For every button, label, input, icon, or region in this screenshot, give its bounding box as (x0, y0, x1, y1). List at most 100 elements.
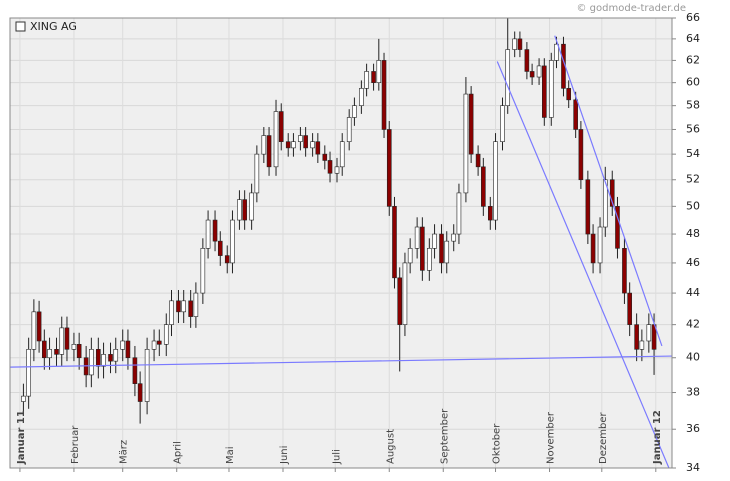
legend-box (15, 21, 26, 32)
candle-body (566, 88, 571, 101)
x-tick-label: Januar 11 (16, 410, 27, 465)
candle-body (397, 277, 403, 325)
candle-body (529, 71, 535, 78)
candle-body (381, 60, 387, 130)
candle-body (573, 99, 578, 130)
x-tick-label: März (119, 440, 130, 464)
candle-body (364, 71, 369, 89)
candle-body (26, 349, 31, 397)
candle-body (451, 233, 457, 242)
y-tick-label: 34 (686, 461, 700, 474)
y-tick-label: 62 (686, 53, 700, 66)
x-tick-label: Januar 12 (652, 410, 663, 465)
candle-body (59, 327, 65, 355)
y-tick-label: 46 (686, 256, 700, 269)
trend-line (496, 61, 670, 468)
y-tick-label: 66 (686, 11, 700, 24)
candle-body (249, 192, 254, 221)
x-tick-label: Dezember (598, 412, 609, 464)
candle-body (432, 233, 437, 249)
candle-body (151, 340, 157, 350)
x-tick-label: April (173, 441, 184, 464)
candle-body (42, 340, 47, 359)
candle-body (224, 255, 230, 264)
trend-line (10, 355, 672, 368)
y-tick-label: 60 (686, 76, 700, 89)
candle-body (181, 300, 186, 313)
candle-body (444, 240, 450, 264)
candle-body (36, 311, 42, 342)
candle-body (273, 111, 279, 168)
candle-body (402, 262, 408, 325)
plot-area (10, 18, 672, 468)
candle-body (96, 349, 101, 367)
y-tick-label: 56 (686, 122, 700, 135)
candle-body (261, 135, 267, 155)
candle-body (463, 93, 469, 194)
candle-body (386, 129, 392, 207)
y-tick-label: 48 (686, 227, 700, 240)
trend-line (554, 35, 663, 347)
candle-body (120, 340, 126, 350)
candle-body (627, 292, 632, 325)
candle-body (315, 141, 321, 155)
x-tick-label: Oktober (492, 423, 503, 464)
candle-body (554, 43, 559, 61)
candle-body (237, 199, 242, 221)
candle-body (597, 226, 603, 264)
y-tick-label: 54 (686, 147, 700, 160)
candle-body (163, 324, 169, 345)
candle-body (89, 349, 94, 376)
candle-body (217, 240, 223, 256)
y-tick-label: 50 (686, 199, 700, 212)
candle-body (71, 344, 77, 350)
x-tick-label: August (385, 429, 396, 464)
candle-body (481, 166, 486, 207)
candle-body (542, 65, 547, 118)
candle-body (634, 324, 639, 350)
candle-body (517, 38, 523, 50)
candle-body (108, 354, 113, 362)
candle-body (427, 248, 432, 271)
candle-body (590, 233, 596, 264)
x-tick-label: September (439, 408, 450, 464)
candle-body (339, 141, 345, 168)
candle-body (310, 141, 315, 149)
y-tick-label: 64 (686, 32, 700, 45)
candle-body (334, 166, 340, 174)
x-tick-label: Juli (331, 449, 342, 465)
candle-body (322, 153, 328, 161)
x-tick-label: November (546, 411, 557, 464)
candle-body (137, 383, 143, 402)
y-tick-label: 44 (686, 286, 700, 299)
candle-body (200, 248, 206, 294)
candle-body (456, 192, 462, 235)
x-tick-label: Mai (225, 446, 236, 464)
candle-body (536, 65, 542, 78)
x-tick-label: Juni (279, 446, 290, 465)
candle-body (346, 117, 352, 142)
x-tick-label: Februar (70, 425, 81, 464)
candle-body (439, 233, 444, 264)
candle-body (487, 206, 493, 221)
candle-body (303, 135, 308, 149)
candle-body (230, 219, 235, 264)
candle-body (359, 88, 364, 106)
y-tick-label: 38 (686, 386, 700, 399)
candle-body (352, 105, 357, 118)
candle-body (609, 179, 615, 207)
candle-body (176, 300, 181, 313)
candle-body (524, 49, 530, 72)
marks (10, 18, 672, 468)
candle-body (188, 300, 193, 317)
chart-title: XING AG (30, 20, 77, 33)
candle-body (475, 153, 481, 168)
y-tick-label: 58 (686, 99, 700, 112)
candle-body (407, 248, 413, 264)
candle-body (298, 135, 303, 142)
candle-body (376, 60, 382, 83)
source: © godmode-trader.de (577, 3, 687, 14)
candle-body (254, 153, 260, 194)
candle-body (212, 219, 218, 242)
